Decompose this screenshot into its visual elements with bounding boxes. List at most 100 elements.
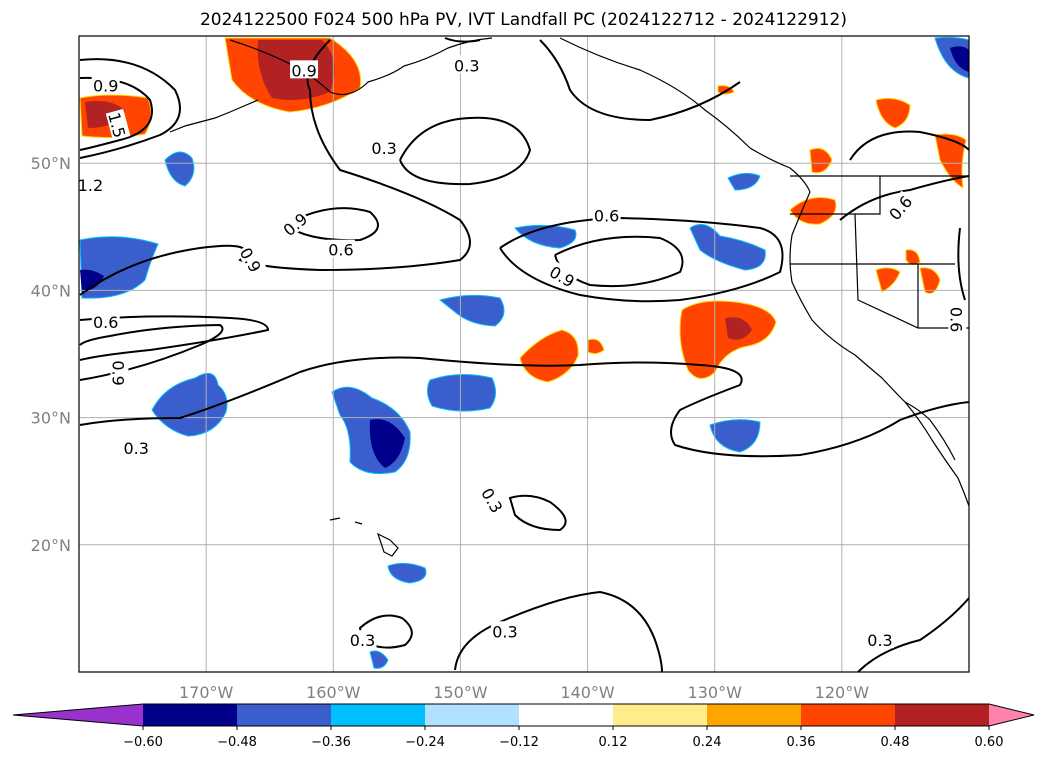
red-blob xyxy=(934,133,967,189)
red-blob xyxy=(679,300,777,379)
lat-tick-label: 50°N xyxy=(31,154,71,173)
colorbar-segment xyxy=(895,704,990,726)
colorbar-segment xyxy=(613,704,708,726)
blue-blob xyxy=(438,294,505,327)
state-border xyxy=(790,176,881,215)
contour-0.3 xyxy=(399,116,532,186)
contour-label-bg xyxy=(592,205,621,224)
contour-0.6 xyxy=(849,130,969,161)
lat-tick-label: 40°N xyxy=(31,281,71,300)
colorbar-segment xyxy=(707,704,802,726)
contour-label: 0.9 xyxy=(93,77,118,96)
contour-label-bg xyxy=(370,137,399,156)
colorbar-tick-label: −0.24 xyxy=(405,735,445,750)
contour-label: 0.6 xyxy=(328,241,353,260)
blue-blob xyxy=(151,372,228,437)
colorbar-segment xyxy=(331,704,426,726)
pv-negative-shading xyxy=(79,36,969,669)
pv-contours xyxy=(79,37,969,672)
contour-label: 0.3 xyxy=(371,139,396,158)
colorbar-tick-label: −0.12 xyxy=(499,735,539,750)
contour-0.6 xyxy=(957,227,966,301)
contour-0.3 xyxy=(79,356,969,458)
contour-label-bg xyxy=(105,108,131,141)
contour-0.6 xyxy=(839,175,969,221)
colorbar-tick-label: 0.48 xyxy=(881,735,910,750)
blue-blob xyxy=(727,172,761,191)
contour-label: 0.9 xyxy=(108,360,127,385)
contour-label: 0.6 xyxy=(946,307,965,332)
lon-tick-label: 150°W xyxy=(433,683,488,702)
blue-blob xyxy=(950,46,969,72)
lat-lon-grid xyxy=(79,36,969,672)
colorbar-segment xyxy=(425,704,520,726)
contour-0.9 xyxy=(79,58,181,159)
contour-0.3 xyxy=(444,37,481,43)
colorbar-segment xyxy=(143,704,238,726)
lon-tick-label: 130°W xyxy=(688,683,743,702)
colorbar-segment xyxy=(801,704,896,726)
contour-label-bg xyxy=(866,630,894,649)
contour-0.9 xyxy=(79,323,224,381)
aleutian-chain xyxy=(169,99,259,133)
colorbar-segment xyxy=(519,704,614,726)
colorbar-tick-label: −0.60 xyxy=(123,735,163,750)
contour-label: 0.9 xyxy=(291,61,316,80)
contour-label-bg xyxy=(948,305,967,334)
blue-blob xyxy=(80,269,104,292)
blue-blob xyxy=(369,419,405,468)
map-title: 2024122500 F024 500 hPa PV, IVT Landfall… xyxy=(199,10,847,30)
contour-0.9 xyxy=(554,235,684,288)
contour-label-bg xyxy=(290,60,319,79)
alaska-panhandle xyxy=(559,37,811,193)
colorbar: −0.60 −0.48 −0.36 −0.24 −0.12 0.12 0.24 0.36 0.4… xyxy=(12,703,1035,750)
contour-1.2 xyxy=(79,76,153,151)
contour-label-bg xyxy=(478,483,508,517)
contour-label-bg xyxy=(490,621,519,640)
contour-0.6 xyxy=(79,315,270,361)
contour-label-bg xyxy=(348,630,377,649)
map-plot-area: 0.90.9 0.31.51.20.30.90.9 0.60.60.90.60.60… xyxy=(78,36,969,672)
contour-label: 0.6 xyxy=(93,313,118,332)
contour-label-bg xyxy=(110,359,129,388)
blue-blob xyxy=(164,151,195,187)
contour-label: 0.3 xyxy=(123,439,148,458)
blue-blob xyxy=(387,562,427,584)
lat-tick-label: 20°N xyxy=(31,536,71,555)
colorbar-tick-label: 0.60 xyxy=(975,735,1004,750)
blue-blob xyxy=(426,374,496,412)
map-border xyxy=(78,35,970,673)
colorbar-tick-label: −0.48 xyxy=(217,735,257,750)
red-blob xyxy=(875,97,911,129)
pv-positive-shading xyxy=(79,37,967,383)
red-blob xyxy=(519,329,579,383)
contour-label: 0.3 xyxy=(350,631,375,650)
contour-label-bg xyxy=(883,190,916,224)
lon-tick-label: 160°W xyxy=(306,683,361,702)
lon-tick-label: 140°W xyxy=(560,683,615,702)
red-blob xyxy=(919,267,941,294)
contour-label: 1.2 xyxy=(78,176,103,195)
contour-label-bg xyxy=(79,174,105,193)
contour-0.3 xyxy=(358,614,413,649)
contour-0.3 xyxy=(508,494,567,532)
colorbar-tick-label: 0.24 xyxy=(693,735,722,750)
red-blob xyxy=(587,338,605,355)
contour-0.6 xyxy=(79,39,471,296)
blue-blob xyxy=(709,419,761,453)
colorbar-tick-label: 0.12 xyxy=(599,735,628,750)
red-blob xyxy=(875,267,901,293)
contour-label-bg xyxy=(91,75,120,94)
longitude-labels: 170°W 160°W 150°W 140°W 130°W 120°W xyxy=(179,683,869,702)
baja-coast xyxy=(904,401,956,461)
latitude-labels: 50°N 40°N 30°N 20°N xyxy=(31,154,71,555)
state-border xyxy=(854,213,969,329)
lon-tick-label: 170°W xyxy=(179,683,234,702)
red-blob xyxy=(725,317,752,340)
contour-0.6 xyxy=(539,39,741,122)
red-blob xyxy=(809,147,833,174)
contour-label: 0.6 xyxy=(594,206,619,225)
contour-label: 0.3 xyxy=(454,56,479,75)
contour-label-bg xyxy=(91,312,120,331)
